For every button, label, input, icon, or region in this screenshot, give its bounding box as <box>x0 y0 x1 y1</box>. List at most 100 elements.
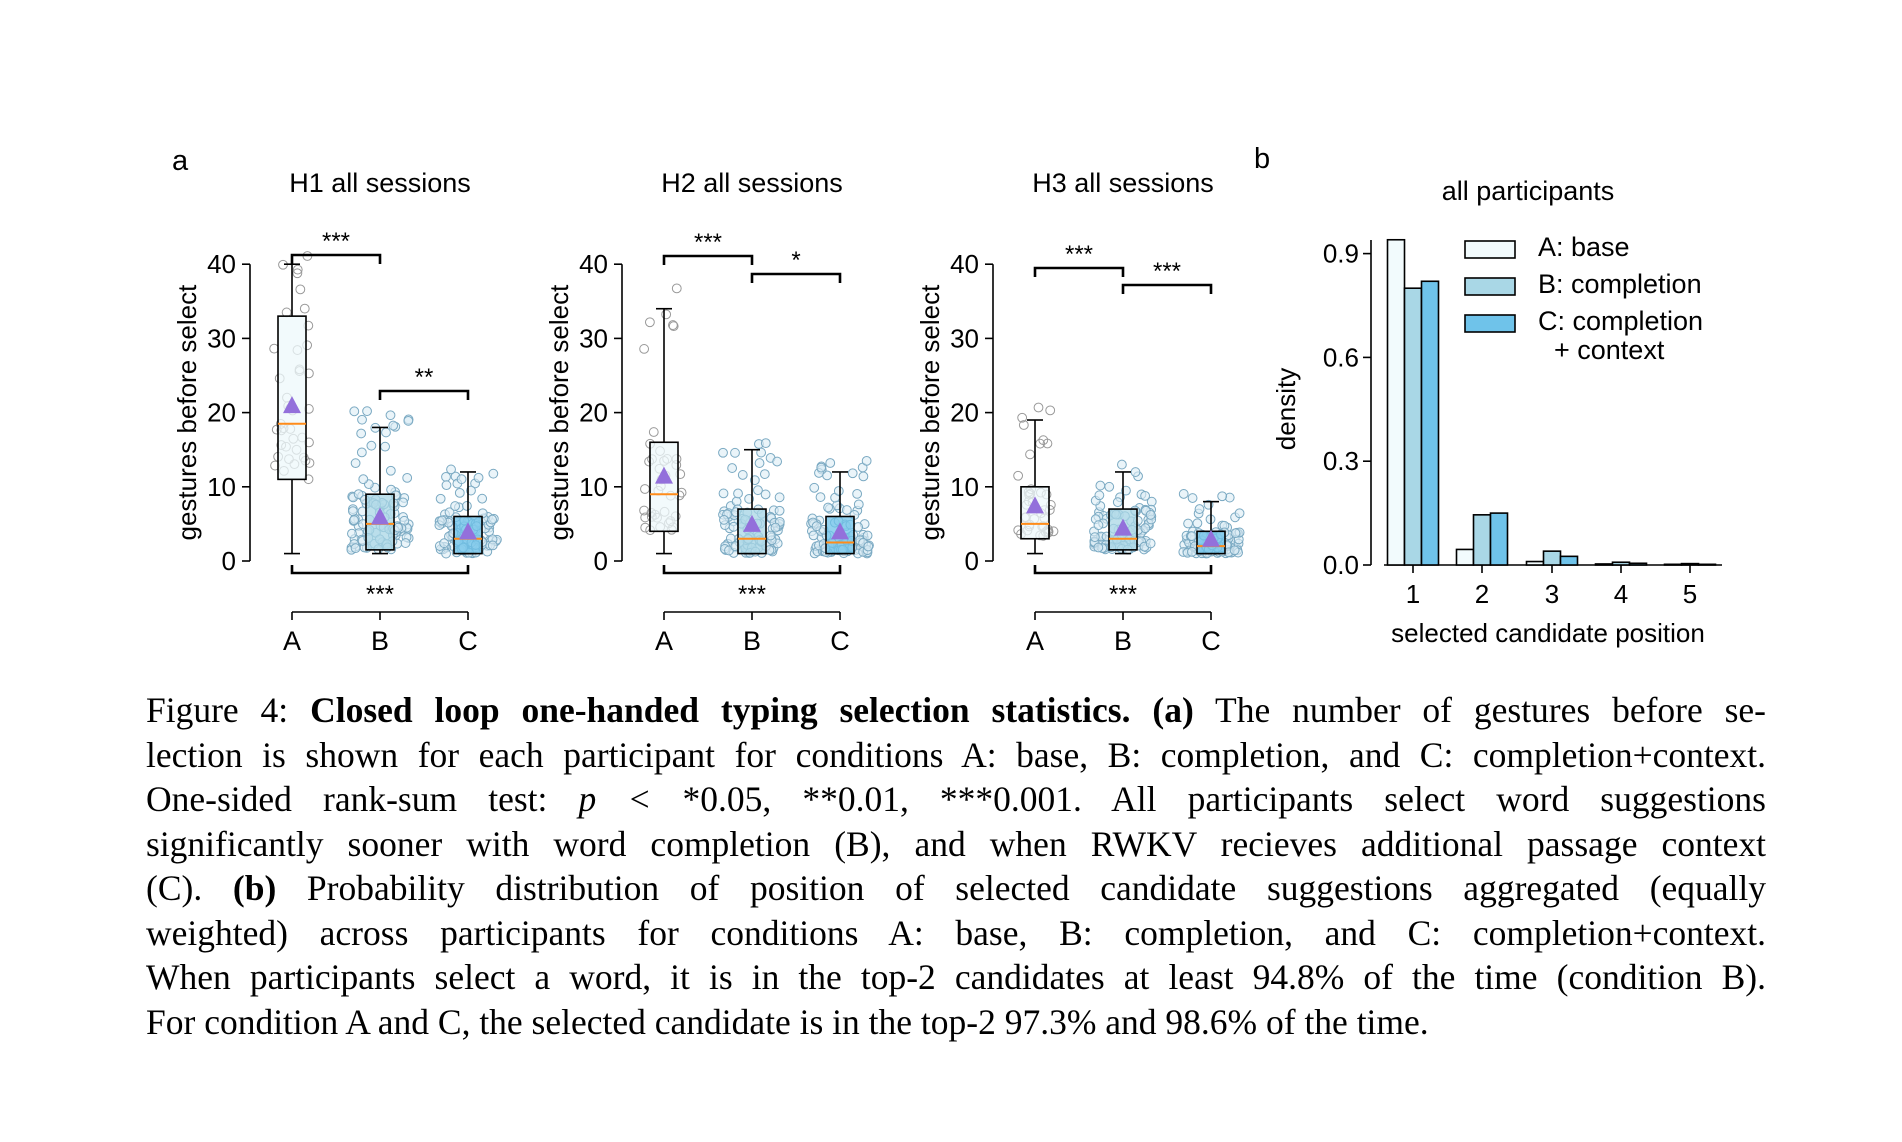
mean-marker <box>1202 529 1220 547</box>
x-tick-label: C <box>458 626 478 656</box>
data-point <box>1183 518 1193 529</box>
data-point <box>1187 546 1197 557</box>
data-point <box>348 506 358 517</box>
bracket-line <box>1033 266 1125 277</box>
data-point <box>760 438 771 449</box>
mean-marker <box>1026 496 1044 514</box>
legend-swatch <box>1464 314 1516 333</box>
significance-label: *** <box>1065 241 1093 268</box>
data-point <box>733 488 743 499</box>
mean-marker <box>371 507 389 525</box>
subplot-title: H1 all sessions <box>289 168 471 198</box>
y-axis-label: density <box>1271 368 1301 450</box>
bracket-line <box>662 565 842 575</box>
box-A <box>639 283 687 555</box>
data-point <box>292 268 303 279</box>
data-point <box>1104 481 1115 492</box>
data-point <box>718 447 728 458</box>
data-point <box>1017 412 1028 423</box>
data-point <box>488 468 499 479</box>
data-point <box>1194 504 1205 514</box>
data-point <box>380 441 391 452</box>
data-point <box>402 472 413 483</box>
data-point <box>487 514 497 525</box>
bar-A-2 <box>1455 548 1475 566</box>
y-tick-label: 20 <box>207 398 236 428</box>
data-point <box>809 482 820 493</box>
data-point <box>400 538 411 548</box>
data-point <box>853 499 864 510</box>
mean-marker <box>1114 518 1132 536</box>
x-tick-label: 1 <box>1406 579 1420 609</box>
data-point <box>833 486 844 496</box>
data-point <box>858 471 869 482</box>
subplot-3: H3 all sessions gestures before select 0 10… <box>915 168 1245 656</box>
significance-bracket: ** <box>378 364 470 400</box>
data-point <box>1033 402 1044 413</box>
box-C <box>806 455 874 559</box>
bar-C-4 <box>1628 562 1648 566</box>
figure-caption: Figure 4: Closed loop one-handed typing … <box>146 688 1766 1044</box>
bar-B-5 <box>1680 562 1700 566</box>
caption-text: One-sided rank-sum test: <box>146 779 579 819</box>
bracket-line <box>378 389 470 400</box>
mean-marker <box>459 522 477 540</box>
caption-line: One-sided rank-sum test: p < *0.05, **0.… <box>146 777 1766 822</box>
caption-text: When participants select a word, it is i… <box>146 957 1766 997</box>
bar-C-3 <box>1559 555 1579 566</box>
y-tick-label: 0 <box>222 546 236 576</box>
data-point <box>640 522 651 533</box>
caption-text <box>1131 690 1153 730</box>
caption-bold-text: (a) <box>1152 690 1194 730</box>
data-point <box>292 264 303 275</box>
bar-B-3 <box>1542 550 1562 566</box>
data-point <box>759 469 770 479</box>
x-tick-label: B <box>743 626 761 656</box>
legend: A: base B: completion C: completion+ conte… <box>1464 232 1703 365</box>
data-point <box>737 470 748 480</box>
data-point <box>450 501 461 511</box>
box-A <box>269 251 315 555</box>
y-tick-label: 10 <box>950 472 979 502</box>
panel-a-label: a <box>172 145 189 177</box>
box-B <box>346 406 414 555</box>
data-point <box>1145 538 1156 549</box>
data-point <box>487 540 498 551</box>
bar-C-1 <box>1420 280 1440 566</box>
y-axis-label: gestures before select <box>915 284 945 541</box>
data-point <box>441 480 452 491</box>
subplot-2: H2 all sessions gestures before select 0 10… <box>544 168 874 656</box>
x-tick-label: B <box>371 626 389 656</box>
data-point <box>1234 508 1245 519</box>
data-point <box>349 406 360 417</box>
data-point <box>852 488 863 499</box>
caption-text: *0.05, **0.01, ***0.001. All participant… <box>651 779 1766 819</box>
caption-bold-text: (b) <box>232 868 277 908</box>
significance-bracket: * <box>750 247 842 283</box>
mean-marker <box>831 522 849 540</box>
x-tick-label: 5 <box>1683 579 1697 609</box>
data-point <box>347 528 357 539</box>
data-point <box>437 515 447 526</box>
data-point <box>661 309 672 320</box>
boxplot-panels: H1 all sessions gestures before select 0 10… <box>172 168 1245 656</box>
y-tick-label: 0 <box>965 546 979 576</box>
data-point <box>385 465 396 476</box>
data-point <box>441 548 451 559</box>
data-point <box>1130 467 1141 477</box>
y-tick-label: 10 <box>207 472 236 502</box>
y-tick-label: 0.6 <box>1323 342 1359 372</box>
significance-bracket: *** <box>1121 258 1213 294</box>
significance-label: *** <box>694 229 722 256</box>
data-point <box>815 492 826 502</box>
caption-text: For condition A and C, the selected cand… <box>146 1001 1429 1042</box>
data-point <box>473 472 484 483</box>
data-point <box>349 515 359 526</box>
data-point <box>358 474 369 485</box>
data-point <box>841 505 852 515</box>
data-point <box>1093 520 1104 531</box>
data-point <box>644 317 655 328</box>
caption-text: significantly sooner with word completio… <box>146 823 1766 864</box>
caption-text: Figure 4: <box>146 690 311 730</box>
data-point <box>1089 532 1100 543</box>
